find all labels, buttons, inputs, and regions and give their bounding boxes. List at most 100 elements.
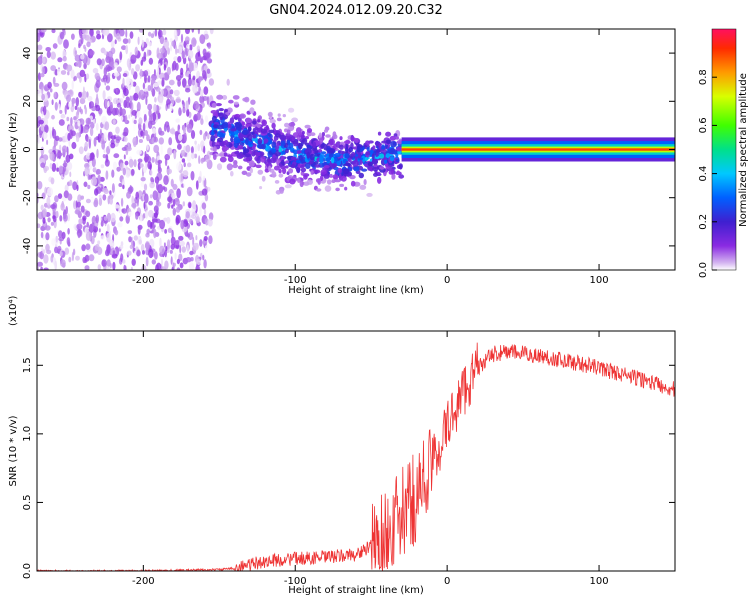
spectrum-cell xyxy=(147,209,154,218)
spectrum-cell xyxy=(176,188,181,199)
spectrum-cell xyxy=(75,97,80,107)
spectrum-cell xyxy=(95,168,102,175)
spectrum-cell xyxy=(119,51,123,61)
spectrum-cell xyxy=(300,171,305,176)
spectrum-cell xyxy=(389,156,395,162)
spectrum-cell xyxy=(54,195,59,203)
spectrum-cell xyxy=(178,235,184,241)
spectrum-cell xyxy=(219,141,225,147)
spectrum-cell xyxy=(257,169,264,175)
spectrum-cell xyxy=(88,254,95,262)
spectrum-cell xyxy=(189,44,193,52)
spectrum-cell xyxy=(337,167,342,174)
spectrum-cell xyxy=(167,196,173,203)
spectrum-cell xyxy=(150,176,154,183)
spectrum-cell xyxy=(60,259,66,267)
spectrum-cell xyxy=(114,229,119,236)
spectrum-cell xyxy=(261,175,266,182)
colorbar-tick-label: 0.8 xyxy=(698,69,709,85)
spectrum-cell xyxy=(131,195,134,205)
spectrum-cell xyxy=(216,94,224,100)
spectrum-cell xyxy=(284,184,292,189)
y-tick-label: 0.0 xyxy=(22,563,33,579)
spectrum-cell xyxy=(222,95,228,100)
spectrum-cell xyxy=(46,249,52,255)
spectrum-cell xyxy=(170,243,175,250)
spectrum-cell xyxy=(77,232,81,239)
spectrum-cell xyxy=(199,206,202,217)
spectrum-cell xyxy=(296,150,301,155)
spectrum-cell xyxy=(241,121,246,127)
spectrum-cell xyxy=(130,266,133,270)
spectrum-cell xyxy=(110,101,113,112)
spectrum-cell xyxy=(125,169,131,178)
spectrum-cell xyxy=(41,131,48,140)
spectrum-cell xyxy=(59,144,62,152)
spectrum-cell xyxy=(227,154,233,158)
spectrum-cell xyxy=(114,39,117,45)
spectrum-cell xyxy=(126,250,132,256)
spectrum-cell xyxy=(279,188,284,194)
spectrum-cell xyxy=(41,29,47,33)
spectrum-cell xyxy=(60,113,66,119)
spectrum-cell xyxy=(122,77,125,88)
spectrum-cell xyxy=(104,78,107,86)
spectrum-cell xyxy=(166,239,171,250)
spectrum-cell xyxy=(54,260,57,270)
spectrum-cell xyxy=(365,140,370,146)
y-tick-label: 40 xyxy=(22,47,33,60)
spectrum-cell xyxy=(171,204,174,209)
spectrum-cell xyxy=(110,40,115,48)
spectrum-cell xyxy=(42,56,46,64)
spectrum-cell xyxy=(139,163,144,168)
spectrum-cell xyxy=(187,77,192,87)
spectrum-cell xyxy=(234,151,240,155)
spectrum-cell xyxy=(159,96,164,104)
spectrum-cell xyxy=(151,259,156,265)
spectrum-cell xyxy=(215,103,222,107)
spectrum-cell xyxy=(84,107,88,115)
colorbar-tick-label: 0.4 xyxy=(698,166,709,182)
spectrum-cell xyxy=(140,243,145,252)
spectrum-cell xyxy=(61,231,66,239)
spectrum-cell xyxy=(119,115,124,122)
spectrum-cell xyxy=(54,135,60,141)
spectrum-cell xyxy=(46,50,51,59)
spectrum-cell xyxy=(159,35,165,45)
spectrum-cell xyxy=(101,259,107,267)
spectrum-cell xyxy=(80,54,85,60)
spectrum-cell xyxy=(328,138,335,146)
spectrum-cell xyxy=(63,39,69,49)
spectrum-cell xyxy=(299,180,304,188)
spectrum-cell xyxy=(175,214,181,224)
spectrum-cell xyxy=(153,82,159,88)
spectrum-cell xyxy=(148,57,154,65)
spectrum-cell xyxy=(93,118,96,124)
spectrum-cell xyxy=(122,38,129,44)
spectrum-cell xyxy=(391,173,396,180)
spectrum-cell xyxy=(47,187,54,197)
spectrum-cell xyxy=(175,118,180,123)
spectrum-cell xyxy=(41,86,44,96)
spectrum-cell xyxy=(135,64,141,72)
spectrum-cell xyxy=(79,69,86,78)
spectrum-cell xyxy=(167,202,171,209)
spectrum-cell xyxy=(359,159,363,165)
spectrum-cell xyxy=(323,173,330,179)
spectrum-cell xyxy=(58,119,65,126)
spectrum-cell xyxy=(216,163,223,171)
spectrum-cell xyxy=(350,136,355,141)
spectrum-cell xyxy=(95,123,99,131)
spectrum-cell xyxy=(185,100,189,110)
spectrum-cell xyxy=(82,86,85,96)
spectrum-cell xyxy=(169,249,173,254)
spectrum-cell xyxy=(385,153,391,159)
spectrum-cell xyxy=(289,178,296,185)
spectrum-cell xyxy=(145,37,149,45)
spectrum-cell xyxy=(153,136,158,143)
snr-frame xyxy=(36,330,676,572)
spectrum-cell xyxy=(192,75,196,81)
spectrum-cell xyxy=(145,96,148,105)
spectrum-cell xyxy=(128,38,131,44)
spectrum-cell xyxy=(37,72,41,81)
